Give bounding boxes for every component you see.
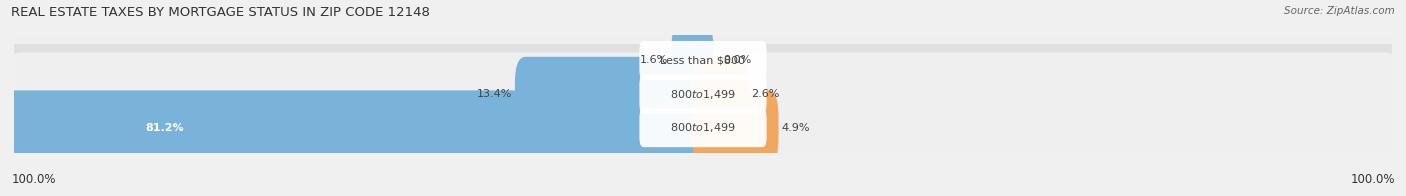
Text: 100.0%: 100.0% [11,173,56,186]
Text: 100.0%: 100.0% [1350,173,1395,186]
FancyBboxPatch shape [692,57,748,131]
Text: $800 to $1,499: $800 to $1,499 [671,121,735,134]
Text: 0.0%: 0.0% [723,55,751,65]
FancyBboxPatch shape [640,108,766,147]
Text: 4.9%: 4.9% [782,123,810,133]
FancyBboxPatch shape [0,44,1406,196]
FancyBboxPatch shape [0,10,1406,178]
Text: $800 to $1,499: $800 to $1,499 [671,88,735,101]
Text: 81.2%: 81.2% [146,123,184,133]
Text: 1.6%: 1.6% [640,55,669,65]
Text: 2.6%: 2.6% [751,89,779,99]
FancyBboxPatch shape [0,52,1406,196]
Text: 13.4%: 13.4% [477,89,512,99]
FancyBboxPatch shape [515,57,714,131]
FancyBboxPatch shape [692,90,779,165]
FancyBboxPatch shape [671,23,714,98]
Text: Source: ZipAtlas.com: Source: ZipAtlas.com [1284,6,1395,16]
FancyBboxPatch shape [0,0,1406,144]
FancyBboxPatch shape [0,19,1406,169]
FancyBboxPatch shape [640,41,766,80]
Text: REAL ESTATE TAXES BY MORTGAGE STATUS IN ZIP CODE 12148: REAL ESTATE TAXES BY MORTGAGE STATUS IN … [11,6,430,19]
FancyBboxPatch shape [0,0,1406,136]
FancyBboxPatch shape [640,75,766,113]
Text: Less than $800: Less than $800 [661,55,745,65]
FancyBboxPatch shape [0,90,714,165]
